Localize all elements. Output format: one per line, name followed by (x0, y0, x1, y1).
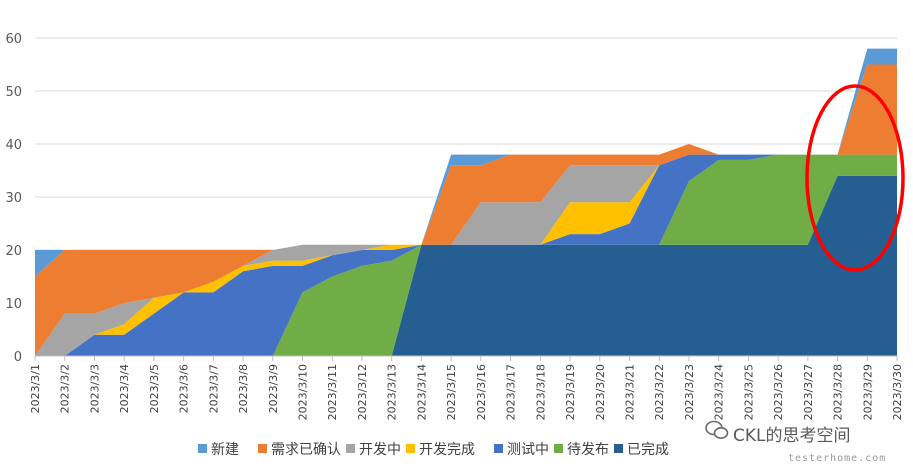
x-tick-label: 2023/3/14 (415, 364, 428, 420)
x-tick-label: 2023/3/8 (237, 364, 250, 413)
x-tick-label: 2023/3/18 (534, 364, 547, 420)
y-axis: 0 10 20 30 40 50 60 (5, 32, 22, 365)
legend-label: 需求已确认 (271, 442, 341, 458)
y-tick-label: 50 (5, 85, 22, 100)
legend-swatch (258, 444, 267, 453)
legend-swatch (614, 444, 623, 453)
x-tick-label: 2023/3/23 (683, 364, 696, 420)
wechat-icon (705, 420, 729, 439)
x-tick-label: 2023/3/17 (505, 364, 518, 420)
x-tick-label: 2023/3/21 (623, 364, 636, 420)
x-axis: 2023/3/1 2023/3/2 2023/3/3 2023/3/4 2023/3/5… (29, 355, 904, 420)
x-tick-label: 2023/3/11 (326, 364, 339, 420)
x-tick-label: 2023/3/4 (118, 364, 131, 413)
legend: 新建 需求已确认 开发中 开发完成 测试中 待发布 已完成 (198, 442, 669, 458)
area-series-待发布 (35, 154, 897, 356)
x-tick-label: 2023/3/26 (772, 364, 785, 420)
x-tick-label: 2023/3/24 (713, 364, 726, 420)
x-tick-label: 2023/3/27 (802, 364, 815, 420)
legend-swatch (346, 444, 355, 453)
y-tick-label: 30 (5, 191, 22, 206)
y-tick-label: 0 (14, 350, 22, 365)
legend-label: 待发布 (567, 442, 609, 458)
x-tick-label: 2023/3/2 (59, 364, 72, 413)
x-tick-label: 2023/3/25 (742, 364, 755, 420)
legend-swatch (198, 444, 207, 453)
y-tick-label: 60 (5, 32, 22, 47)
x-tick-label: 2023/3/30 (891, 364, 904, 420)
x-tick-label: 2023/3/13 (386, 364, 399, 420)
x-tick-label: 2023/3/19 (564, 364, 577, 420)
watermark: CKL的思考空间 testerhome.com (705, 420, 886, 464)
x-tick-label: 2023/3/5 (148, 364, 161, 413)
plot-area (35, 48, 897, 356)
x-tick-label: 2023/3/10 (297, 364, 310, 420)
watermark-brand: CKL的思考空间 (733, 426, 851, 446)
y-tick-label: 10 (5, 297, 22, 312)
area-series-需求已确认 (35, 64, 897, 356)
x-tick-label: 2023/3/16 (475, 364, 488, 420)
legend-swatch (554, 444, 563, 453)
legend-swatch (406, 444, 415, 453)
x-tick-label: 2023/3/6 (178, 364, 191, 413)
x-tick-label: 2023/3/9 (267, 364, 280, 413)
x-tick-label: 2023/3/7 (207, 364, 220, 413)
y-tick-label: 20 (5, 244, 22, 259)
x-tick-label: 2023/3/29 (861, 364, 874, 420)
legend-label: 测试中 (507, 442, 549, 458)
highlight-ellipse (805, 84, 905, 272)
legend-label: 新建 (211, 442, 239, 458)
x-tick-label: 2023/3/28 (832, 364, 845, 420)
area-series-新建 (35, 48, 897, 277)
legend-swatch (494, 444, 503, 453)
x-tick-label: 2023/3/3 (88, 364, 101, 413)
x-tick-label: 2023/3/12 (356, 364, 369, 420)
x-tick-label: 2023/3/22 (653, 364, 666, 420)
area-series-测试中 (35, 154, 897, 356)
y-tick-label: 40 (5, 138, 22, 153)
x-tick-label: 2023/3/20 (594, 364, 607, 420)
area-series-已完成 (35, 175, 897, 356)
x-tick-label: 2023/3/15 (445, 364, 458, 420)
x-tick-label: 2023/3/1 (29, 364, 42, 413)
legend-label: 已完成 (627, 442, 669, 458)
watermark-site: testerhome.com (788, 453, 886, 464)
legend-label: 开发完成 (419, 442, 475, 458)
legend-label: 开发中 (359, 442, 401, 458)
